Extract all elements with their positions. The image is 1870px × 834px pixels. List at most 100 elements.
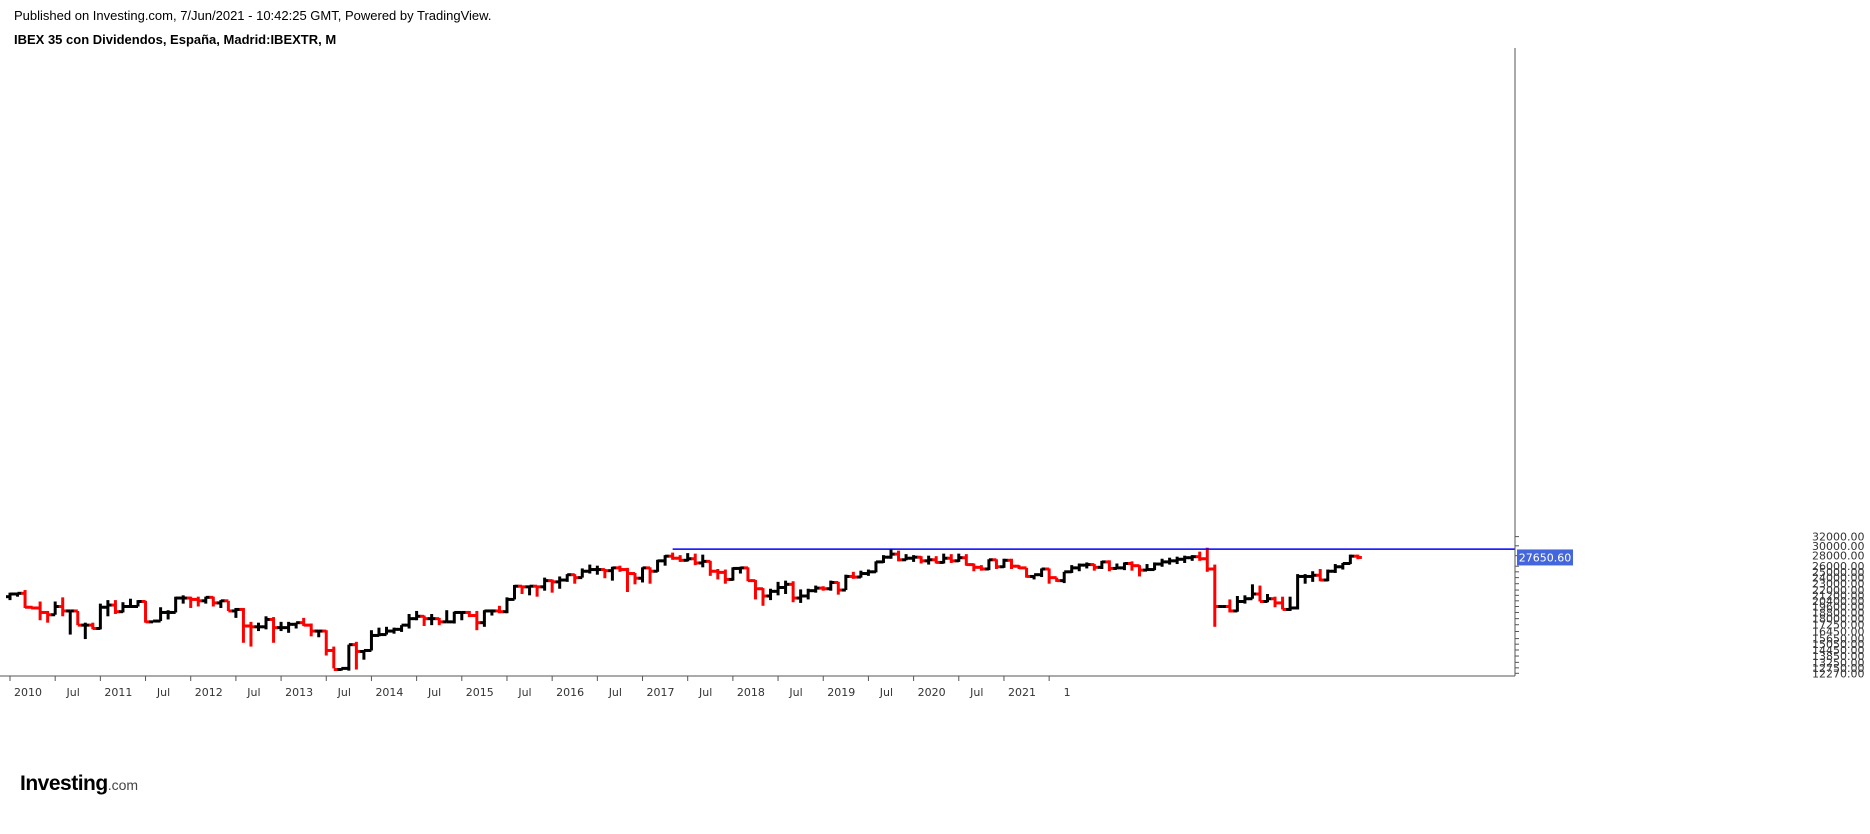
ohlc-bar [533, 584, 542, 597]
ohlc-bar [1120, 562, 1129, 571]
ohlc-bar [1173, 556, 1182, 565]
last-price-tag [1517, 549, 1573, 566]
ohlc-bar [1045, 567, 1054, 584]
ohlc-bar [171, 596, 180, 614]
ohlc-bar [156, 607, 165, 623]
ohlc-bar [887, 549, 896, 559]
ohlc-bar [871, 560, 880, 574]
ohlc-bar [600, 568, 609, 579]
ohlc-bar [691, 553, 700, 566]
ohlc-bar [96, 603, 105, 630]
ohlc-bar [179, 595, 188, 604]
ohlc-bar [683, 553, 692, 562]
ohlc-bar [329, 646, 338, 672]
ohlc-bar [1158, 558, 1167, 567]
ohlc-bar [909, 555, 918, 562]
y-tick-label: 12750.00 [1812, 662, 1865, 675]
ohlc-bar [13, 591, 22, 597]
ohlc-bar [856, 570, 865, 579]
x-tick-label: Jul [698, 686, 712, 699]
ohlc-bar [231, 607, 240, 618]
y-tick-label: 22000.00 [1812, 584, 1865, 597]
ohlc-bar [374, 627, 383, 637]
x-tick-label: Jul [608, 686, 622, 699]
ohlc-bar [58, 597, 67, 617]
ohlc-bar [36, 601, 45, 621]
ohlc-bar [487, 609, 496, 616]
ohlc-bar [593, 565, 602, 575]
ohlc-bar [43, 610, 52, 623]
ohlc-bar [1218, 605, 1227, 609]
ohlc-bar [224, 599, 233, 613]
ohlc-bar [721, 569, 730, 584]
ohlc-bar [299, 617, 308, 627]
last-price-label: 27650.60 [1519, 551, 1572, 564]
ohlc-bar [1293, 574, 1302, 610]
ohlc-bar [201, 595, 210, 604]
y-tick-label: 18800.00 [1812, 606, 1865, 619]
y-tick-label: 15650.00 [1812, 633, 1865, 646]
ohlc-bar [962, 554, 971, 567]
ohlc-bar [141, 600, 150, 624]
ohlc-bar [879, 555, 888, 564]
ohlc-bar [1082, 562, 1091, 569]
ohlc-bar [766, 588, 775, 601]
y-tick-label: 26000.00 [1812, 560, 1865, 573]
ohlc-bar [126, 598, 135, 609]
ohlc-bar [1271, 596, 1280, 608]
ohlc-bar [789, 581, 798, 603]
ohlc-bar [1188, 555, 1197, 561]
ohlc-bar [1052, 576, 1061, 583]
ohlc-bar [367, 630, 376, 652]
ohlc-bar [1240, 595, 1249, 604]
ohlc-bar [917, 555, 926, 564]
ohlc-bar [1150, 562, 1159, 572]
ohlc-bar [563, 573, 572, 582]
y-tick-label: 18000.00 [1812, 613, 1865, 626]
ohlc-bar [1030, 573, 1039, 580]
y-tick-label: 19600.00 [1812, 601, 1865, 614]
x-tick-label: 2015 [466, 686, 494, 699]
axis-layer: 32000.0030000.0028000.0026000.0025000.00… [0, 48, 1865, 699]
ohlc-bar [88, 622, 97, 630]
x-tick-label: Jul [337, 686, 351, 699]
ohlc-bar [269, 617, 278, 643]
y-tick-label: 15050.00 [1812, 638, 1865, 651]
x-tick-label: 2018 [737, 686, 765, 699]
y-tick-label: 32000.00 [1812, 531, 1865, 544]
ohlc-bar [442, 610, 451, 624]
ohlc-bar [939, 553, 948, 564]
ohlc-bar [344, 643, 353, 671]
ohlc-bar [518, 584, 527, 594]
x-tick-label: Jul [788, 686, 802, 699]
y-tick-label: 20400.00 [1812, 595, 1865, 608]
ohlc-bar [676, 555, 685, 562]
x-tick-label: 2019 [827, 686, 855, 699]
ohlc-bar [608, 566, 617, 581]
ohlc-bar [1143, 564, 1152, 572]
ohlc-bar [28, 605, 37, 610]
ohlc-bar [1127, 561, 1136, 571]
ohlc-bar [661, 554, 670, 566]
ohlc-bar [1286, 596, 1295, 611]
ohlc-bar [21, 590, 30, 609]
ohlc-bar [284, 621, 293, 633]
ohlc-bar [984, 558, 993, 571]
ohlc-bar [826, 580, 835, 591]
ohlc-bar [781, 580, 790, 594]
ohlc-bar [864, 569, 873, 576]
ohlc-bar [1037, 567, 1046, 578]
x-tick-label: Jul [879, 686, 893, 699]
ohlc-bar [992, 558, 1001, 569]
ohlc-bar [1165, 557, 1174, 565]
ohlc-bar [1331, 564, 1340, 573]
bars-layer [6, 547, 1362, 672]
x-tick-label: 2017 [647, 686, 675, 699]
ohlc-bar [759, 587, 767, 606]
ohlc-bar [382, 626, 391, 637]
ohlc-bar [578, 568, 587, 580]
ohlc-bar [1248, 584, 1257, 601]
ohlc-bar [337, 666, 346, 672]
ohlc-bar [1323, 569, 1332, 582]
